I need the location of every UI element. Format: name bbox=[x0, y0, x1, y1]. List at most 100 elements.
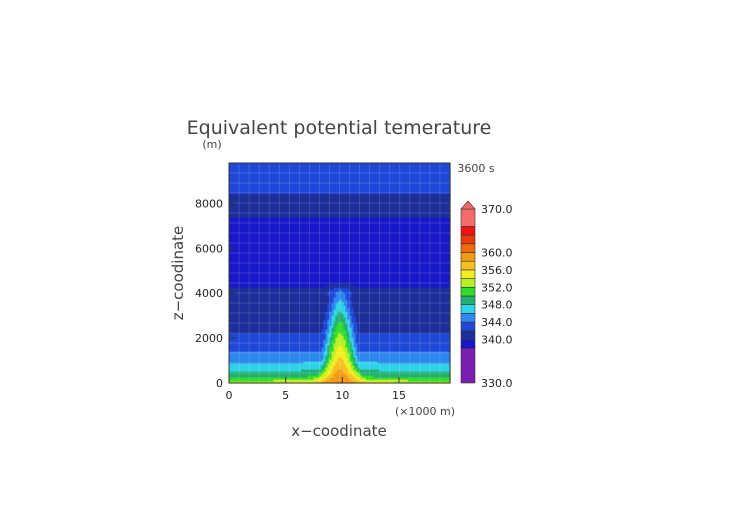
field-cell bbox=[237, 219, 240, 222]
field-cell bbox=[235, 257, 238, 260]
field-cell bbox=[233, 217, 236, 220]
field-cell bbox=[273, 179, 276, 182]
field-cell bbox=[273, 189, 276, 192]
field-cell bbox=[271, 345, 274, 348]
field-cell bbox=[229, 199, 232, 202]
field-cell bbox=[271, 261, 274, 264]
field-cell bbox=[261, 257, 264, 260]
field-cell bbox=[233, 227, 236, 230]
field-cell bbox=[269, 327, 272, 330]
field-cell bbox=[273, 343, 276, 346]
field-cell bbox=[241, 371, 244, 374]
field-cell bbox=[245, 319, 248, 322]
field-cell bbox=[231, 305, 234, 308]
field-cell bbox=[273, 301, 276, 304]
field-cell bbox=[269, 205, 272, 208]
field-cell bbox=[235, 227, 238, 230]
field-cell bbox=[237, 339, 240, 342]
field-cell bbox=[255, 371, 258, 374]
field-cell bbox=[263, 377, 266, 380]
field-cell bbox=[267, 209, 270, 212]
field-cell bbox=[277, 239, 280, 242]
field-cell bbox=[229, 275, 232, 278]
field-cell bbox=[261, 299, 264, 302]
field-cell bbox=[235, 371, 238, 374]
field-cell bbox=[277, 369, 280, 372]
field-cell bbox=[263, 293, 266, 296]
field-cell bbox=[247, 329, 250, 332]
field-cell bbox=[273, 173, 276, 176]
field-cell bbox=[267, 313, 270, 316]
field-cell bbox=[239, 369, 242, 372]
field-cell bbox=[241, 311, 244, 314]
field-cell bbox=[233, 321, 236, 324]
field-cell bbox=[233, 165, 236, 168]
field-cell bbox=[255, 219, 258, 222]
field-cell bbox=[275, 243, 278, 246]
field-cell bbox=[261, 211, 264, 214]
field-cell bbox=[263, 247, 266, 250]
field-cell bbox=[229, 323, 232, 326]
field-cell bbox=[267, 199, 270, 202]
field-cell bbox=[261, 259, 264, 262]
field-cell bbox=[263, 263, 266, 266]
field-cell bbox=[249, 219, 252, 222]
field-cell bbox=[277, 233, 280, 236]
field-cell bbox=[265, 323, 268, 326]
field-cell bbox=[261, 181, 264, 184]
field-cell bbox=[229, 187, 232, 190]
field-cell bbox=[251, 313, 254, 316]
field-cell bbox=[277, 371, 280, 374]
field-cell bbox=[267, 263, 270, 266]
field-cell bbox=[231, 347, 234, 350]
field-cell bbox=[259, 303, 262, 306]
field-cell bbox=[241, 233, 244, 236]
field-cell bbox=[229, 273, 232, 276]
field-cell bbox=[267, 215, 270, 218]
field-cell bbox=[267, 233, 270, 236]
field-cell bbox=[263, 277, 266, 280]
field-cell bbox=[251, 197, 254, 200]
field-cell bbox=[245, 215, 248, 218]
field-cell bbox=[231, 187, 234, 190]
field-cell bbox=[255, 279, 258, 282]
field-cell bbox=[259, 215, 262, 218]
field-cell bbox=[273, 251, 276, 254]
field-cell bbox=[235, 277, 238, 280]
field-cell bbox=[275, 175, 278, 178]
field-cell bbox=[261, 163, 264, 166]
field-cell bbox=[277, 207, 280, 210]
field-cell bbox=[255, 199, 258, 202]
field-cell bbox=[257, 189, 260, 192]
field-cell bbox=[269, 355, 272, 358]
field-cell bbox=[269, 321, 272, 324]
field-cell bbox=[245, 281, 248, 284]
field-cell bbox=[237, 293, 240, 296]
field-cell bbox=[257, 297, 260, 300]
field-cell bbox=[251, 371, 254, 374]
field-cell bbox=[249, 365, 252, 368]
field-cell bbox=[241, 205, 244, 208]
field-cell bbox=[249, 331, 252, 334]
field-cell bbox=[249, 197, 252, 200]
field-cell bbox=[263, 211, 266, 214]
field-cell bbox=[263, 249, 266, 252]
field-cell bbox=[265, 319, 268, 322]
field-cell bbox=[265, 283, 268, 286]
field-cell bbox=[249, 313, 252, 316]
field-cell bbox=[235, 197, 238, 200]
field-cell bbox=[241, 211, 244, 214]
field-cell bbox=[251, 277, 254, 280]
field-cell bbox=[231, 315, 234, 318]
field-cell bbox=[265, 347, 268, 350]
field-cell bbox=[277, 215, 280, 218]
field-cell bbox=[245, 331, 248, 334]
field-cell bbox=[245, 365, 248, 368]
field-cell bbox=[239, 317, 242, 320]
field-cell bbox=[241, 247, 244, 250]
field-cell bbox=[249, 183, 252, 186]
field-cell bbox=[263, 373, 266, 376]
field-cell bbox=[259, 289, 262, 292]
field-cell bbox=[239, 365, 242, 368]
field-cell bbox=[277, 343, 280, 346]
